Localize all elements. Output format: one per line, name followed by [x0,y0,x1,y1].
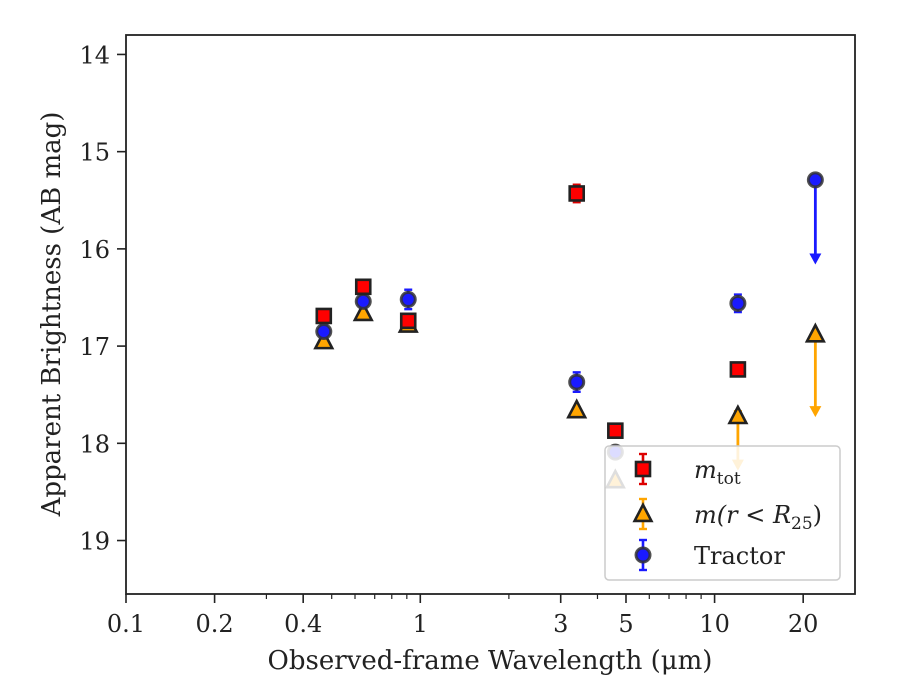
data-point-square [399,312,417,330]
x-tick-label: 0.2 [196,610,234,638]
data-point-square [354,278,372,296]
y-tick-label: 16 [79,236,110,264]
data-point-circle [354,292,372,310]
legend-label-base: m [694,456,717,484]
y-tick-label: 19 [79,528,110,556]
upper-limit-arrowhead [809,406,822,418]
legend-label-base: Tractor [694,542,785,570]
y-tick-label: 15 [79,139,110,167]
x-tick-label: 5 [618,610,633,638]
legend-label: Tractor [694,542,785,570]
data-point-triangle [313,329,335,350]
y-tick-label: 17 [79,333,110,361]
y-axis-label: Apparent Brightness (AB mag) [37,112,67,518]
plot-frame [125,34,856,595]
legend-label-base: m(r < R [694,501,791,529]
legend: mtot m(r < R25) Tractor [604,445,841,581]
legend-entry: m(r < R25) [632,497,822,534]
data-point-triangle [804,322,826,343]
data-points [313,171,826,489]
legend-box [604,445,841,581]
data-point-triangle [566,398,588,419]
y-axis-ticks: 14 15 16 17 18 19 [79,41,126,556]
legend-entry: mtot [634,452,741,489]
legend-label-subscript: tot [717,469,741,489]
data-point-square [568,185,586,202]
y-tick-label: 18 [79,430,110,458]
x-tick-label: 0.4 [284,610,322,638]
x-tick-label: 0.1 [107,610,145,638]
data-point-circle [806,171,824,189]
x-axis-label: Observed-frame Wavelength (μm) [268,646,713,676]
upper-limit-arrowhead [809,253,822,265]
data-point-circle [315,323,333,341]
x-tick-label: 20 [788,610,819,638]
x-tick-label: 1 [413,610,428,638]
data-point-circle [729,294,747,312]
y-tick-label: 14 [79,41,110,69]
x-axis-ticks: 0.1 0.2 0.4 1 3 5 10 20 [107,594,819,638]
x-tick-label: 3 [553,610,568,638]
legend-marker-circle [634,546,652,564]
data-point-triangle [352,301,374,322]
legend-entry: Tractor [634,538,785,572]
legend-label: mtot [694,456,741,489]
data-point-square [729,361,747,378]
legend-label-subscript: 25 [791,514,813,534]
data-point-square [315,307,333,325]
legend-label: m(r < R25) [694,501,822,534]
data-point-triangle [727,404,749,425]
x-tick-label: 10 [699,610,730,638]
legend-label-suffix: ) [813,501,822,529]
data-point-circle [399,290,417,308]
legend-marker-square [634,460,652,478]
data-point-square [607,422,624,439]
data-point-circle [568,373,586,391]
legend-marker-triangle [632,501,654,523]
